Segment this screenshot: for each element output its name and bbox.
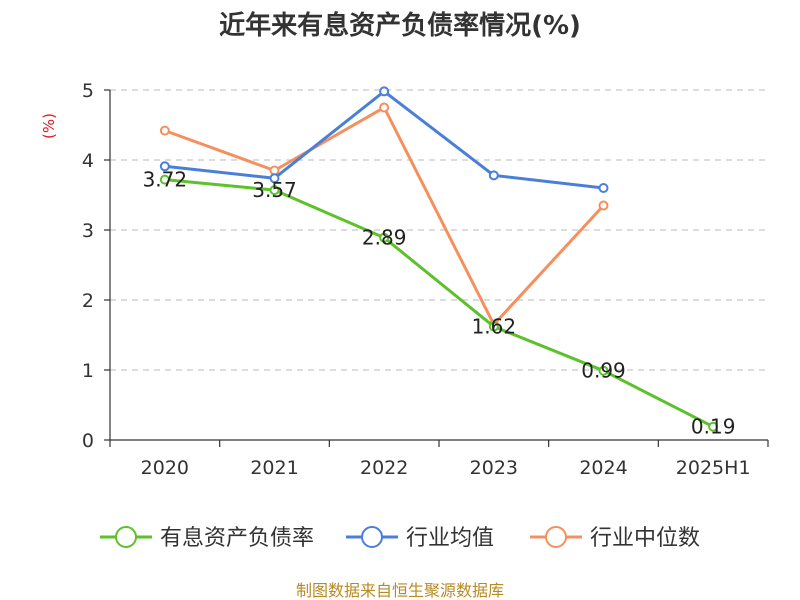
data-point[interactable]: [488, 170, 499, 181]
data-point[interactable]: [488, 321, 499, 332]
data-point[interactable]: [159, 125, 170, 136]
x-tick-label: 2024: [579, 457, 627, 479]
data-point[interactable]: [379, 232, 390, 243]
legend-item[interactable]: 有息资产负债率: [100, 526, 314, 551]
data-labels: 3.72 3.57 2.89 1.62 0.99 0.19: [143, 168, 736, 439]
data-label: 3.72: [143, 168, 188, 192]
data-label: 1.62: [472, 315, 517, 339]
y-tick-label: 2: [82, 290, 94, 312]
x-tick-label: 2025H1: [676, 457, 751, 479]
y-tick-label: 4: [82, 150, 94, 172]
data-point[interactable]: [159, 161, 170, 172]
source-note: 制图数据来自恒生聚源数据库: [296, 581, 504, 600]
x-tick-label: 2023: [470, 457, 518, 479]
legend-label: 行业均值: [406, 526, 494, 551]
legend[interactable]: 有息资产负债率 行业均值 行业中位数: [100, 526, 700, 551]
legend-marker: [115, 526, 137, 548]
data-label: 3.57: [252, 178, 297, 202]
legend-label: 有息资产负债率: [160, 526, 314, 551]
data-point[interactable]: [598, 183, 609, 193]
series-lines: [159, 86, 719, 432]
data-point[interactable]: [379, 102, 390, 113]
y-tick-label: 1: [82, 360, 94, 382]
data-point[interactable]: [379, 86, 390, 97]
data-point[interactable]: [269, 185, 280, 196]
data-label: 2.89: [362, 226, 407, 250]
series-line: [164, 106, 605, 326]
legend-label: 行业中位数: [590, 526, 700, 551]
legend-item[interactable]: 行业中位数: [530, 526, 700, 551]
data-point[interactable]: [708, 421, 719, 432]
x-tick-label: 2022: [360, 457, 408, 479]
chart-title: 近年来有息资产负债率情况(%): [219, 10, 581, 41]
data-point[interactable]: [269, 173, 280, 184]
data-label: 0.19: [691, 415, 736, 439]
series-line: [164, 178, 714, 429]
legend-marker: [545, 526, 567, 548]
y-tick-label: 5: [82, 80, 94, 102]
y-axis-label: (%): [40, 113, 58, 139]
legend-item[interactable]: 行业均值: [346, 526, 494, 551]
data-point[interactable]: [598, 365, 609, 376]
y-tick-label: 0: [82, 430, 94, 452]
x-tick-label: 2020: [141, 457, 189, 479]
axes: 0 1 2 3 4 5 2020 2021 2022 2023 2024 2025H1: [82, 80, 769, 479]
data-point[interactable]: [598, 200, 609, 211]
legend-marker: [361, 526, 383, 548]
data-point[interactable]: [159, 174, 170, 185]
y-tick-label: 3: [82, 220, 94, 242]
x-tick-label: 2021: [250, 457, 298, 479]
data-label: 0.99: [581, 359, 626, 383]
